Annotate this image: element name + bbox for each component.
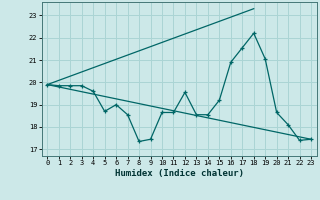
X-axis label: Humidex (Indice chaleur): Humidex (Indice chaleur) [115, 169, 244, 178]
